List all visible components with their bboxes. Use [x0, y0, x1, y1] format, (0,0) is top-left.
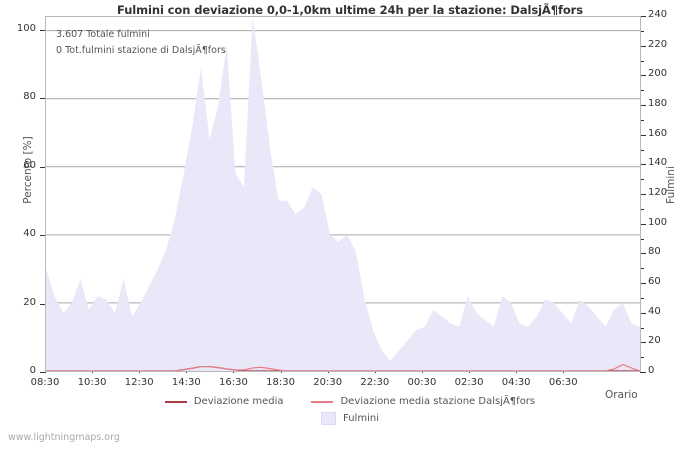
- y-tick-mark-right: [640, 253, 646, 255]
- legend-line-swatch: [311, 400, 334, 403]
- y-tick-mark-right: [640, 164, 646, 166]
- y-tick-mark-right: [640, 283, 646, 284]
- legend-item-deviazione-media[interactable]: Deviazione media: [164, 396, 284, 407]
- y-tick-mark-left: [40, 166, 46, 168]
- y-tick-mark-left: [40, 235, 46, 237]
- y-tick-label-right: 200: [648, 68, 668, 80]
- y-tick-mark-right: [640, 342, 646, 344]
- x-tick-label: 16:30: [219, 377, 248, 388]
- x-tick-label: 02:30: [454, 377, 484, 388]
- y-tick-mark-right: [640, 75, 646, 77]
- y-tick-label-right: 180: [648, 98, 668, 109]
- legend-label: Fulmini: [343, 413, 379, 424]
- y-tick-mark-left: [40, 372, 46, 373]
- y-tick-label-right: 60: [648, 276, 661, 287]
- x-tick-label: 00:30: [407, 377, 437, 388]
- y-tick-mark-left: [40, 98, 46, 100]
- y-tick-label-left: 40: [23, 228, 36, 240]
- y-minor-tick-mark-right: [640, 297, 644, 299]
- legend-item-fulmini[interactable]: Fulmini: [321, 412, 379, 425]
- y-minor-tick-mark-right: [640, 119, 644, 121]
- y-tick-label-right: 100: [648, 216, 668, 228]
- x-tick-label: 08:30: [30, 377, 60, 388]
- y-tick-label-right: 240: [648, 9, 668, 20]
- y-minor-tick-mark-right: [640, 90, 644, 92]
- y-tick-label-right: 140: [648, 157, 668, 169]
- x-tick-label: 18:30: [266, 377, 295, 388]
- x-tick-label: 14:30: [171, 377, 201, 388]
- y-tick-label-left: 100: [16, 22, 36, 34]
- y-tick-label-right: 120: [648, 187, 668, 198]
- y-tick-mark-right: [640, 194, 646, 195]
- y-minor-tick-mark-right: [640, 60, 644, 62]
- y-tick-label-right: 20: [648, 335, 661, 347]
- y-tick-mark-right: [640, 16, 646, 17]
- y-tick-label-right: 80: [648, 246, 661, 258]
- annotation-total-lightning: 3.607 Totale fulmini: [56, 29, 150, 40]
- y-tick-mark-right: [640, 134, 646, 136]
- y-minor-tick-mark-right: [640, 30, 644, 32]
- y-tick-label-right: 160: [648, 127, 668, 139]
- y-tick-label-left: 60: [23, 159, 36, 171]
- chart-title: Fulmini con deviazione 0,0-1,0km ultime …: [117, 3, 583, 17]
- legend-item-deviazione-media-stazione[interactable]: Deviazione media stazione DalsjÃ¶fors: [311, 396, 535, 407]
- y-minor-tick-mark-right: [640, 208, 644, 210]
- legend-row-bottom: Fulmini: [0, 410, 700, 427]
- legend-row-top: Deviazione media Deviazione media stazio…: [0, 393, 700, 410]
- legend-line-swatch: [164, 400, 187, 403]
- y-minor-tick-mark-right: [640, 179, 644, 181]
- plot-area: 3.607 Totale fulmini 0 Tot.fulmini stazi…: [45, 16, 641, 372]
- legend-label: Deviazione media: [193, 396, 284, 407]
- x-tick-label: 20:30: [313, 377, 343, 388]
- y-tick-label-left: 20: [23, 296, 36, 308]
- area-series-fulmini: [46, 17, 640, 371]
- x-tick-label: 12:30: [124, 377, 154, 388]
- annotation-station-lightning: 0 Tot.fulmini stazione di DalsjÃ¶fors: [56, 45, 226, 56]
- y-tick-label-right: 220: [648, 38, 668, 50]
- y-minor-tick-mark-right: [640, 327, 644, 329]
- y-tick-mark-right: [640, 372, 646, 373]
- y-tick-label-left: 80: [23, 91, 36, 103]
- plot-canvas: [46, 17, 640, 371]
- y-tick-mark-right: [640, 312, 646, 314]
- chart-legend: Deviazione media Deviazione media stazio…: [0, 393, 700, 427]
- y-tick-mark-right: [640, 45, 646, 47]
- x-tick-label: 04:30: [501, 377, 531, 388]
- x-axis-label: Orario: [605, 389, 638, 401]
- y-tick-label-right: 0: [648, 365, 655, 376]
- x-tick-label: 22:30: [360, 377, 390, 388]
- y-tick-mark-left: [40, 29, 46, 31]
- x-tick-label: 06:30: [548, 377, 578, 388]
- y-tick-mark-right: [640, 105, 646, 106]
- legend-box-swatch: [321, 412, 337, 425]
- y-minor-tick-mark-right: [640, 357, 644, 359]
- y-tick-label-left: 0: [29, 365, 36, 376]
- y-minor-tick-mark-right: [640, 238, 644, 240]
- y-tick-mark-left: [40, 303, 46, 305]
- y-minor-tick-mark-right: [640, 268, 644, 270]
- x-tick-label: 10:30: [77, 377, 107, 388]
- y-tick-mark-right: [640, 223, 646, 225]
- legend-label: Deviazione media stazione DalsjÃ¶fors: [340, 396, 536, 407]
- watermark: www.lightningmaps.org: [8, 432, 120, 443]
- y-minor-tick-mark-right: [640, 149, 644, 151]
- y-tick-label-right: 40: [648, 305, 661, 317]
